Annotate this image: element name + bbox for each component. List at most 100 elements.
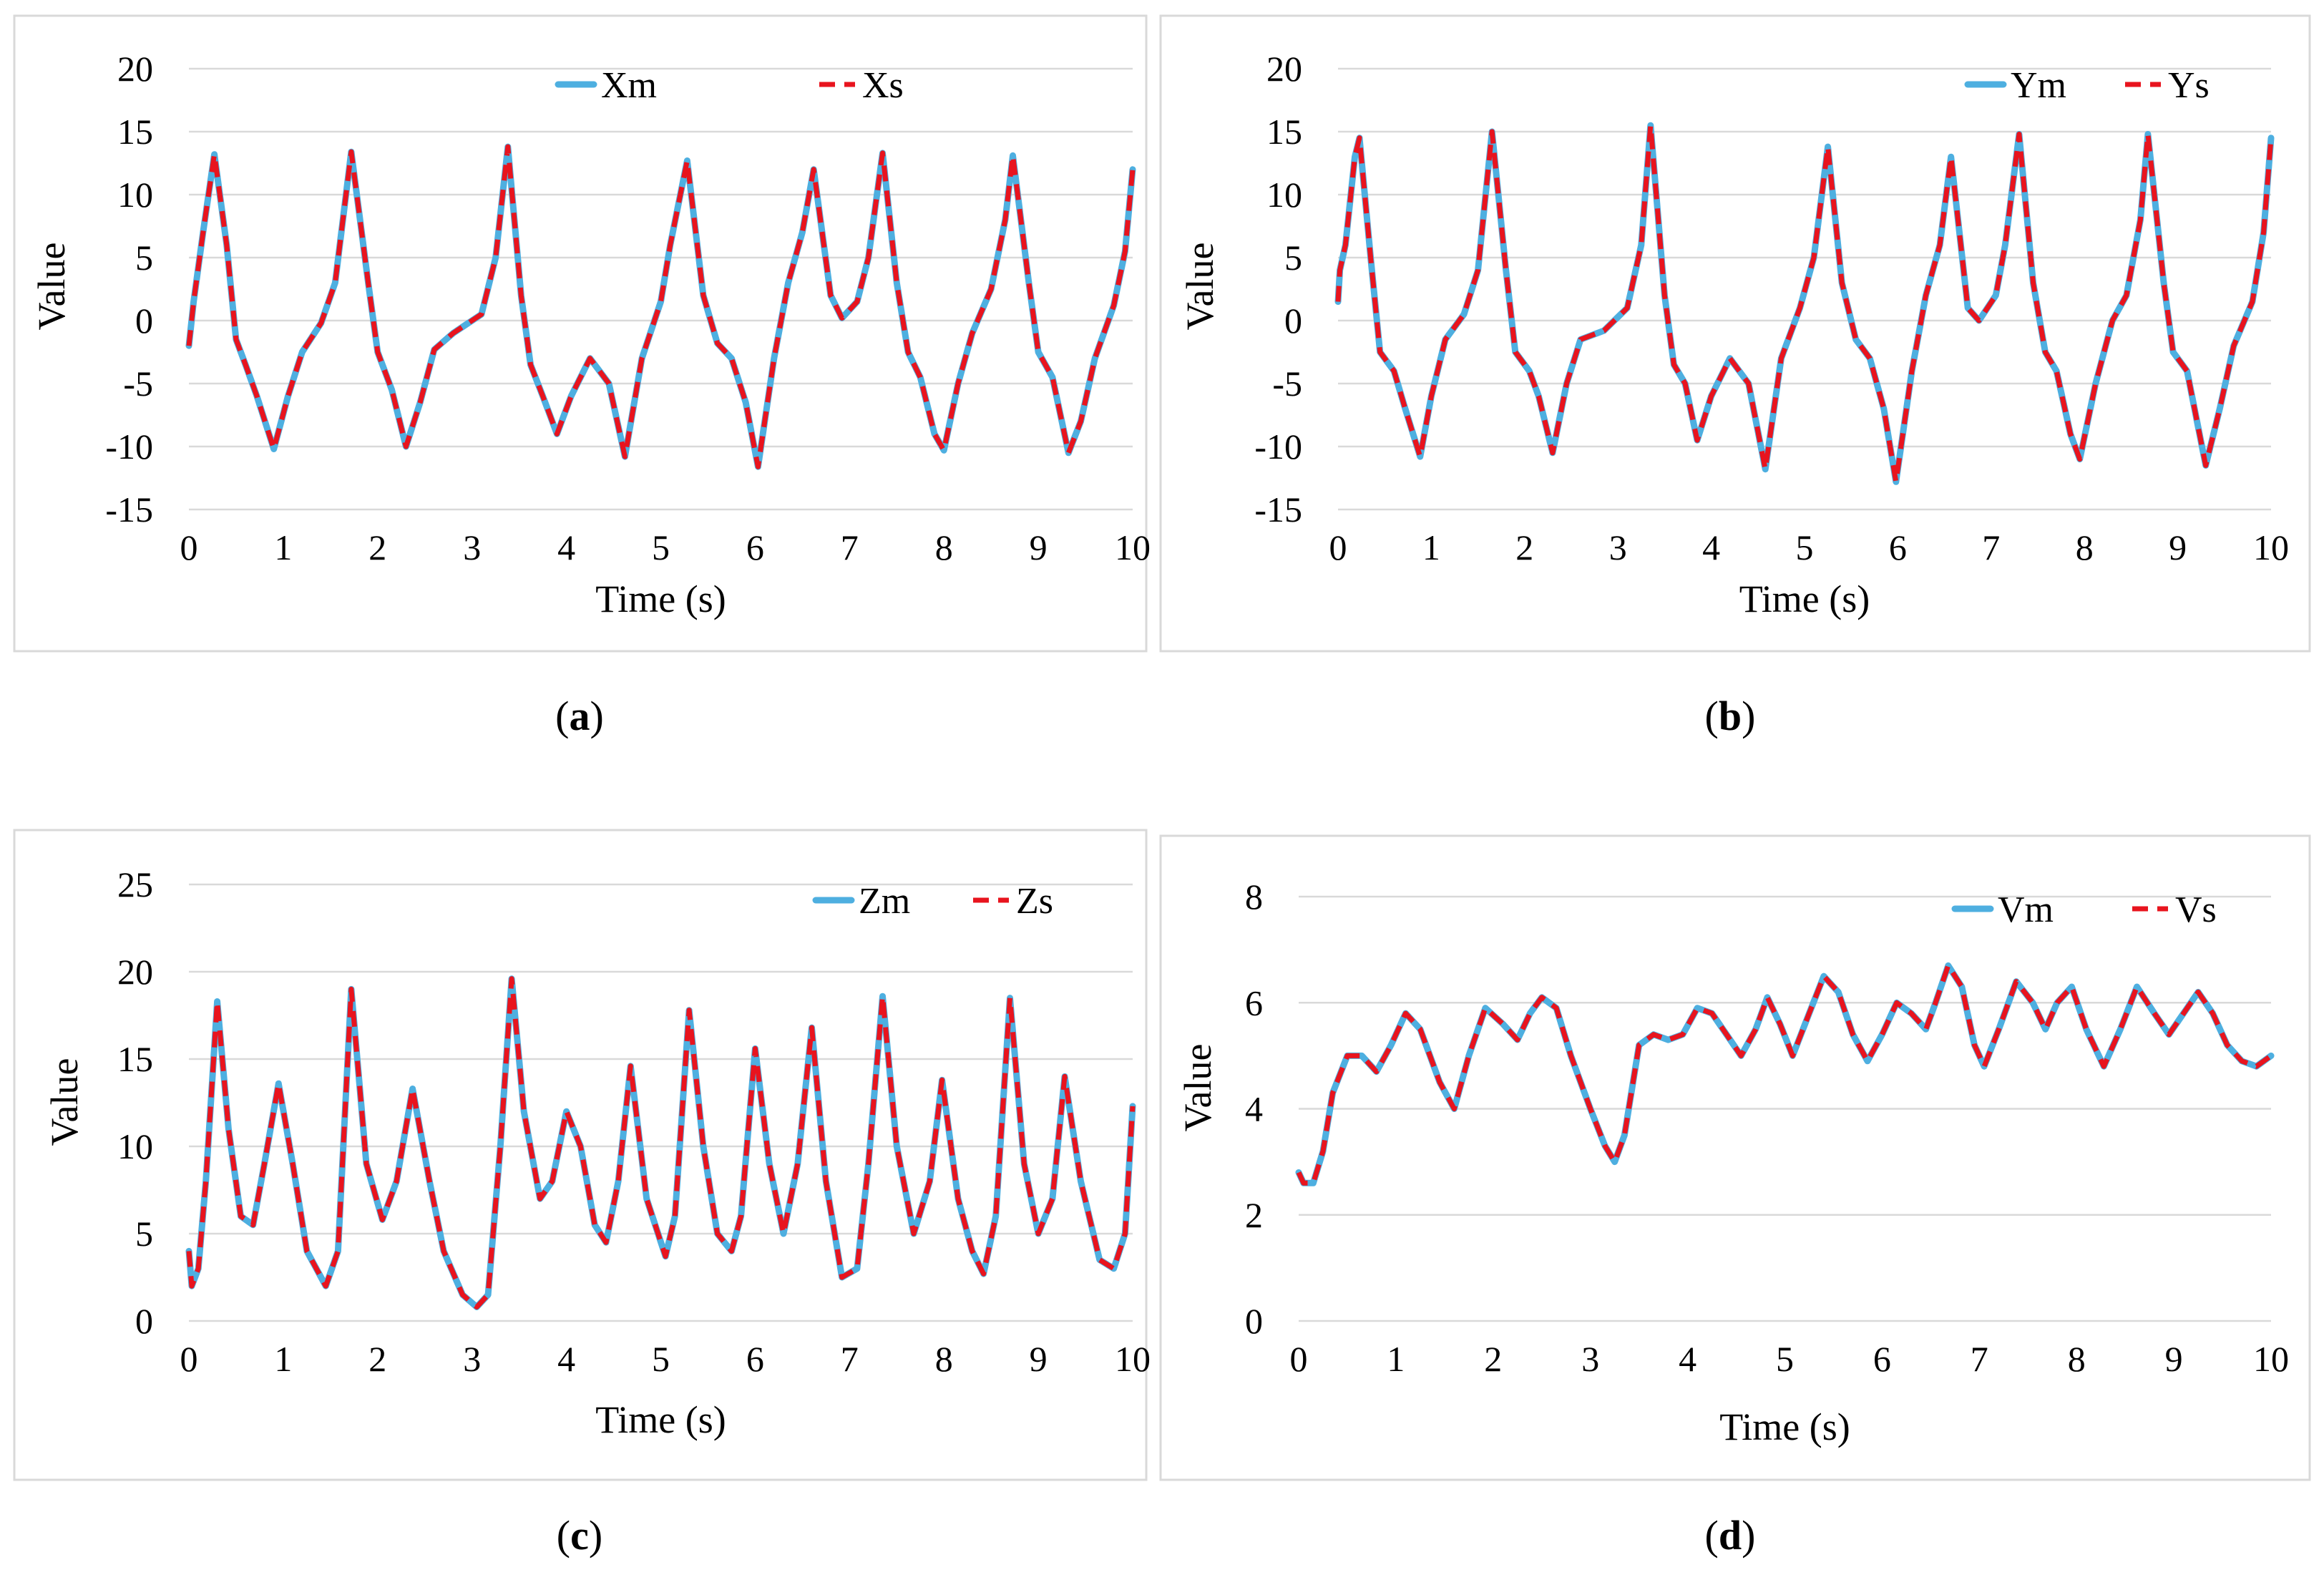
x-tick-label: 4: [1679, 1339, 1696, 1379]
chart-panel-a: 20 15 10 5 0 -5 -10 -15 0 1 2 3 4 5 6 7 8 9 10 Time (s) Valu…: [13, 14, 1151, 739]
legend-label-xs: Xs: [862, 65, 904, 106]
y-tick-label: 4: [1245, 1089, 1263, 1129]
y-tick-label: 15: [117, 1039, 153, 1079]
y-axis-title: Value: [30, 243, 73, 331]
panel-caption: (b): [1705, 693, 1756, 739]
y-tick-label: 20: [117, 952, 153, 992]
y-tick-label: 10: [117, 1126, 153, 1166]
y-tick-label: 0: [135, 1301, 153, 1341]
x-tick-label: 10: [2253, 1339, 2289, 1379]
x-axis-title: Time (s): [595, 1398, 726, 1441]
y-axis-title: Value: [1176, 1044, 1219, 1132]
x-tick-label: 8: [935, 527, 953, 567]
x-tick-label: 3: [463, 1339, 481, 1379]
y-tick-label: 0: [135, 301, 153, 341]
series-line-zm: [185, 975, 1136, 1310]
series-line-ys: [1335, 122, 2274, 484]
x-tick-label: 10: [2253, 527, 2289, 567]
x-tick-label: 9: [2169, 527, 2187, 567]
x-tick-label: 5: [1776, 1339, 1794, 1379]
x-tick-label: 9: [2165, 1339, 2183, 1379]
panel-border: [1159, 14, 2311, 653]
y-tick-label: 25: [117, 864, 153, 904]
x-axis-title: Time (s): [1739, 577, 1870, 620]
x-tick-label: 7: [1971, 1339, 1988, 1379]
x-tick-label: 10: [1115, 1339, 1151, 1379]
x-tick-label: 4: [557, 1339, 575, 1379]
x-tick-label: 5: [652, 527, 670, 567]
x-tick-label: 2: [1515, 527, 1533, 567]
x-tick-label: 3: [463, 527, 481, 567]
chart-panel-c: 25 20 15 10 5 00 1 2 3 4 5 6 7 8 9 10 Time (s) Value Zm Zs (…: [13, 829, 1151, 1559]
panel-border: [1159, 834, 2311, 1481]
caption-letter: c: [570, 1512, 589, 1559]
x-axis-title: Time (s): [1719, 1405, 1850, 1448]
y-tick-label: 15: [117, 112, 153, 152]
x-tick-label: 6: [1889, 527, 1907, 567]
x-tick-label: 5: [652, 1339, 670, 1379]
legend-label-ym: Ym: [2011, 65, 2066, 106]
caption-letter: d: [1719, 1512, 1742, 1559]
y-tick-label: 8: [1245, 877, 1263, 917]
x-tick-label: 0: [180, 1339, 198, 1379]
x-tick-label: 0: [180, 527, 198, 567]
x-tick-label: 3: [1581, 1339, 1599, 1379]
y-tick-label: -15: [105, 489, 153, 530]
x-tick-label: 0: [1329, 527, 1347, 567]
x-tick-label: 2: [368, 1339, 386, 1379]
y-tick-label: 0: [1284, 301, 1302, 341]
y-tick-label: 20: [117, 49, 153, 89]
y-axis-title: Value: [1178, 243, 1221, 331]
series-line-xs: [186, 144, 1136, 469]
y-tick-label: 15: [1266, 112, 1302, 152]
x-axis-title: Time (s): [595, 577, 726, 620]
y-tick-label: 10: [117, 175, 153, 215]
x-tick-label: 2: [368, 527, 386, 567]
y-tick-label: 6: [1245, 982, 1263, 1023]
x-tick-label: 8: [2076, 527, 2094, 567]
x-tick-label: 4: [1702, 527, 1720, 567]
x-tick-label: 7: [841, 1339, 859, 1379]
x-tick-label: 3: [1609, 527, 1627, 567]
x-tick-label: 1: [1422, 527, 1440, 567]
x-tick-label: 0: [1290, 1339, 1308, 1379]
x-tick-label: 5: [1796, 527, 1814, 567]
x-tick-label: 8: [2068, 1339, 2086, 1379]
x-tick-label: 7: [841, 527, 859, 567]
series-line-vs: [1296, 962, 2273, 1186]
panel-caption: (c): [557, 1512, 602, 1559]
legend-label-zs: Zs: [1016, 881, 1053, 922]
legend-label-xm: Xm: [601, 65, 657, 106]
chart-panel-b: 20 15 10 5 0 -5 -10 -15 0 1 2 3 4 5 6 7 8 9 10 Time (s) Valu…: [1159, 14, 2311, 739]
chart-panel-d: 8 6 4 2 00 1 2 3 4 5 6 7 8 9 10 Time (s) Value Vm Vs (d): [1159, 834, 2311, 1559]
x-tick-label: 9: [1030, 527, 1048, 567]
legend-label-vm: Vm: [1998, 889, 2054, 930]
y-tick-label: 20: [1266, 49, 1302, 89]
x-tick-label: 1: [274, 1339, 292, 1379]
caption-letter: a: [570, 693, 590, 739]
y-axis-title: Value: [43, 1058, 86, 1146]
y-tick-label: 5: [1284, 238, 1302, 278]
y-tick-label: 5: [135, 1214, 153, 1254]
y-tick-label: 5: [135, 238, 153, 278]
x-tick-label: 6: [746, 1339, 764, 1379]
x-tick-label: 2: [1484, 1339, 1502, 1379]
x-tick-label: 4: [557, 527, 575, 567]
y-tick-label: -10: [105, 426, 153, 467]
legend-label-zm: Zm: [859, 881, 910, 922]
x-tick-label: 1: [274, 527, 292, 567]
y-tick-label: -5: [1272, 364, 1302, 404]
x-tick-label: 6: [746, 527, 764, 567]
y-tick-label: -10: [1254, 426, 1302, 467]
x-tick-label: 7: [1982, 527, 2000, 567]
panel-caption: (a): [555, 693, 604, 739]
y-tick-label: 10: [1266, 175, 1302, 215]
caption-letter: b: [1719, 693, 1742, 739]
y-tick-label: 2: [1245, 1195, 1263, 1235]
panel-caption: (d): [1705, 1512, 1756, 1559]
legend-label-ys: Ys: [2168, 65, 2210, 106]
y-tick-label: -5: [123, 364, 153, 404]
y-tick-label: 0: [1245, 1301, 1263, 1341]
x-tick-label: 8: [935, 1339, 953, 1379]
